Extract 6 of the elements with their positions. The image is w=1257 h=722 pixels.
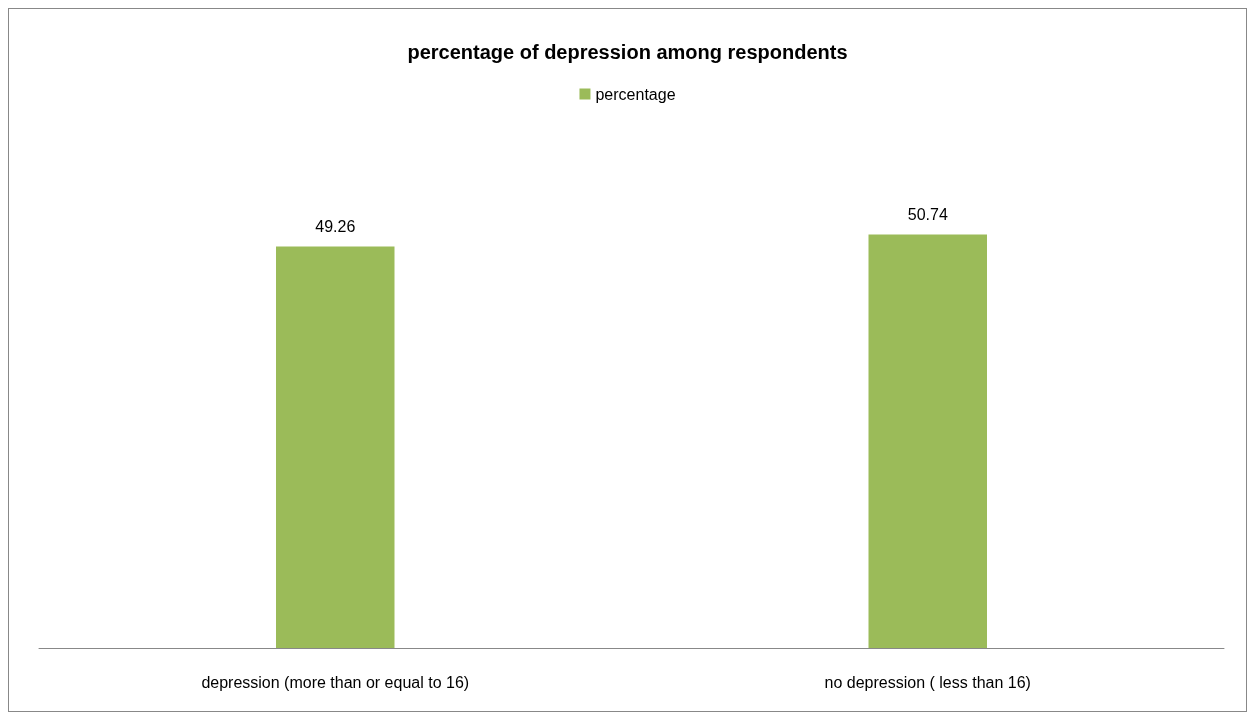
chart-title: percentage of depression among respondents (407, 41, 848, 63)
x-tick-label: depression (more than or equal to 16) (201, 673, 470, 691)
legend-label: percentage (595, 85, 676, 103)
data-label: 49.26 (315, 218, 356, 236)
x-tick-label: no depression ( less than 16) (824, 673, 1031, 691)
data-label: 50.74 (907, 205, 948, 223)
